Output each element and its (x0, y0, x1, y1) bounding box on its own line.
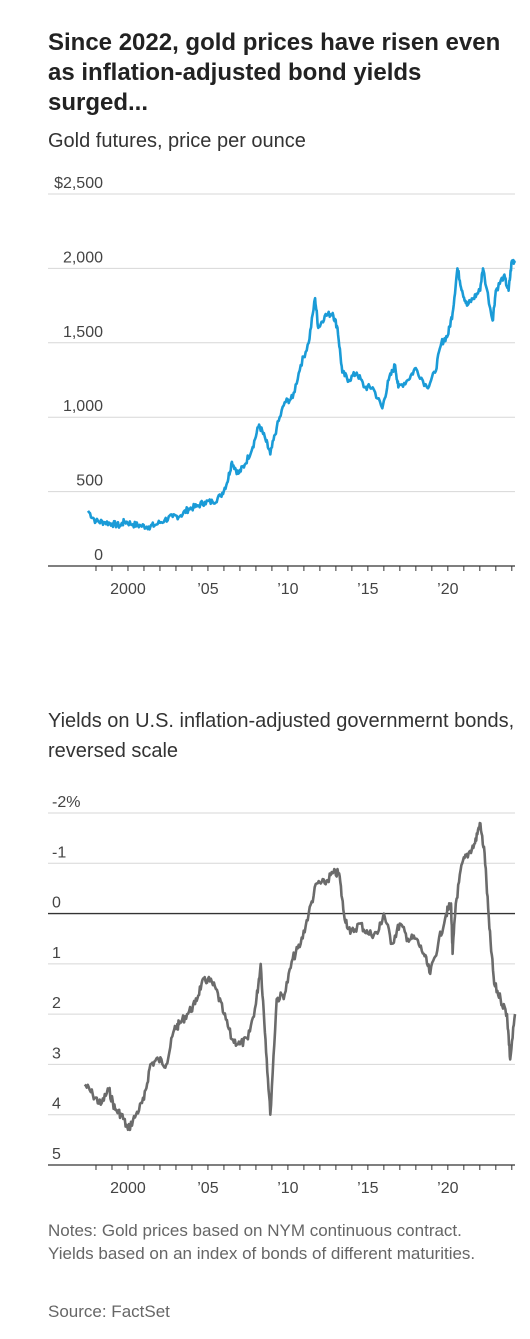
x-tick-label: ’10 (277, 581, 298, 598)
y-tick-label: -1 (52, 844, 66, 861)
x-tick-label: 2000 (110, 581, 146, 598)
y-tick-label: 4 (52, 1096, 61, 1113)
series-line (86, 258, 517, 531)
y-tick-label: 0 (94, 547, 103, 564)
gold-price-chart: 0 500 1,000 1,500 2,000 $2,500 2000 ’05 ’10 ’15 ’2… (48, 175, 517, 598)
y-tick-label: 5 (52, 1146, 61, 1163)
headline: Since 2022, gold prices have risen even … (48, 29, 501, 116)
x-tick-label: ’15 (357, 1180, 378, 1197)
y-tick-label: 2 (52, 995, 61, 1012)
x-tick-label: ’05 (197, 1180, 218, 1197)
y-tick-label: 1,000 (63, 398, 103, 415)
yield-chart: -2% -1 0 1 2 3 4 5 2000 ’05 ’10 ’15 ’20 (48, 794, 517, 1197)
yield-chart-subtitle: Yields on U.S. inflation-adjusted govern… (48, 710, 515, 762)
x-tick-label: 2000 (110, 1180, 146, 1197)
y-tick-label: 3 (52, 1045, 61, 1062)
x-tick-label: ’15 (357, 581, 378, 598)
x-tick-label: ’20 (437, 581, 458, 598)
chart-source: Source: FactSet (48, 1302, 170, 1321)
y-tick-label: 2,000 (63, 249, 103, 266)
y-tick-label: -2% (52, 794, 80, 811)
chart-notes: Notes: Gold prices based on NYM continuo… (48, 1221, 476, 1263)
gold-chart-subtitle: Gold futures, price per ounce (48, 130, 306, 152)
x-tick-label: ’20 (437, 1180, 458, 1197)
x-tick-label: ’05 (197, 581, 218, 598)
y-tick-label: $2,500 (54, 175, 103, 192)
x-tick-label: ’10 (277, 1180, 298, 1197)
series-line (83, 821, 517, 1132)
y-tick-label: 1,500 (63, 324, 103, 341)
y-tick-label: 0 (52, 895, 61, 912)
y-tick-label: 500 (76, 473, 103, 490)
y-tick-label: 1 (52, 945, 61, 962)
